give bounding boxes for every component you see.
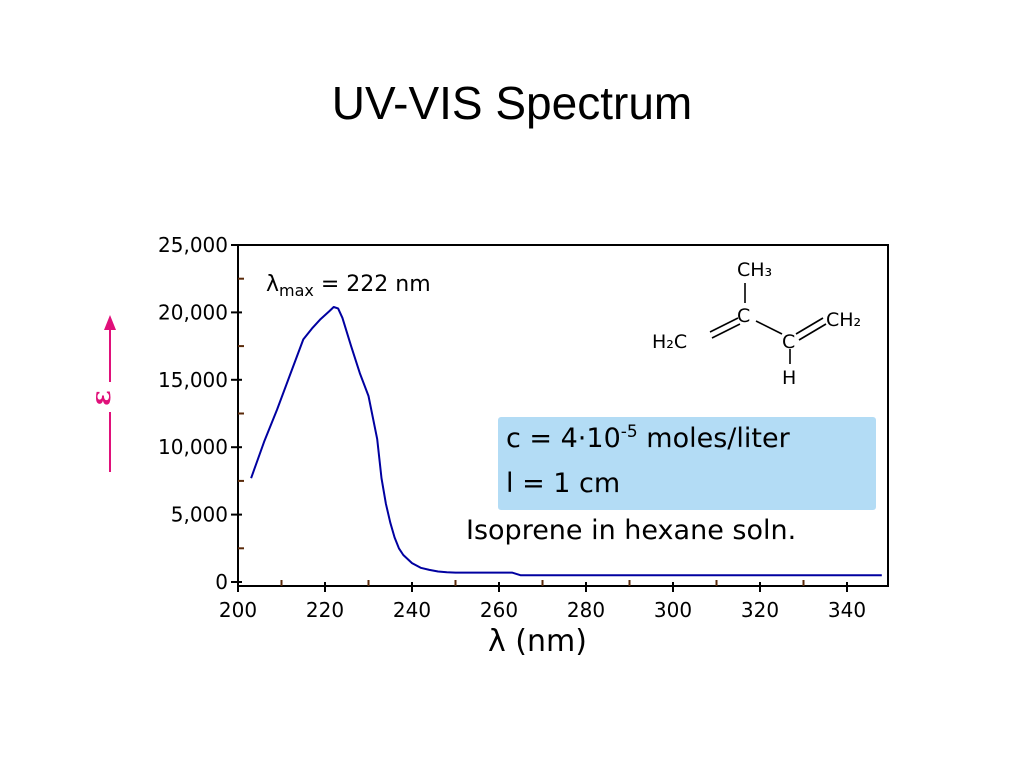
structure-c-center-label: C <box>737 305 750 327</box>
solvent-text: Isoprene in hexane soln. <box>466 515 797 546</box>
x-tick-label: 280 <box>567 598 605 622</box>
y-axis-label-bg <box>100 382 120 412</box>
y-axis-arrow-head <box>104 315 116 330</box>
double-bond-right-a <box>795 317 824 335</box>
conditions-box <box>498 417 876 510</box>
x-tick-label: 240 <box>393 598 431 622</box>
y-tick-label: 0 <box>215 570 228 594</box>
lambda-max-value: = 222 nm <box>313 272 431 297</box>
y-tick-label: 15,000 <box>158 368 228 392</box>
double-bond-left-a <box>709 317 739 333</box>
spectrum-line <box>250 306 882 577</box>
x-tick-label: 200 <box>219 598 257 622</box>
slide-title: UV-VIS Spectrum <box>331 77 693 129</box>
x-tick-label: 320 <box>741 598 779 622</box>
x-tick-label: 260 <box>480 598 518 622</box>
concentration-exponent: -5 <box>620 422 638 442</box>
structure-ch3-label: CH₃ <box>737 259 772 281</box>
y-tick-label: 20,000 <box>158 300 228 324</box>
double-bond-right-b <box>798 323 827 341</box>
double-bond-left-b <box>711 323 741 339</box>
series-layer <box>250 306 882 577</box>
structure-h2c-label: H₂C <box>652 331 687 353</box>
concentration-main: c = 4·10 <box>506 423 621 454</box>
y-axis-label: ε <box>87 390 117 406</box>
structure-c-right-label: C <box>782 331 795 353</box>
concentration-unit: moles/liter <box>637 423 790 454</box>
y-tick-label: 10,000 <box>158 435 228 459</box>
lambda-max-symbol: λ <box>266 272 280 297</box>
structure-h-label: H <box>782 367 796 389</box>
y-axis-label-group: ε <box>87 315 120 472</box>
path-length-text: l = 1 cm <box>506 468 621 499</box>
plot-frame <box>237 244 889 587</box>
y-tick-label: 5,000 <box>171 503 228 527</box>
x-tick-label: 220 <box>306 598 344 622</box>
chart-axes <box>237 244 889 587</box>
x-tick-label: 340 <box>828 598 866 622</box>
isoprene-structure: CH₃ C H₂C C CH₂ H <box>652 259 861 389</box>
structure-ch2-label: CH₂ <box>826 309 861 331</box>
concentration-text: c = 4·10-5 moles/liter <box>506 422 790 454</box>
y-axis-ticks: 0 5,000 10,000 15,000 20,000 25,000 <box>158 233 244 594</box>
lambda-max-subscript: max <box>279 281 314 300</box>
y-tick-label: 25,000 <box>158 233 228 257</box>
x-tick-label: 300 <box>654 598 692 622</box>
bond-c-c <box>755 320 783 335</box>
x-axis-ticks: 200 220 240 260 280 300 320 340 <box>219 580 866 622</box>
lambda-max-annotation: λmax = 222 nm <box>266 272 431 300</box>
x-axis-label: λ (nm) <box>488 624 587 659</box>
